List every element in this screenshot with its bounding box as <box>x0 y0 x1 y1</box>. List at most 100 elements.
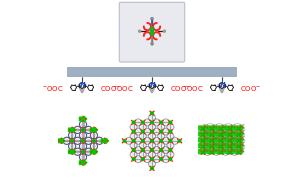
Circle shape <box>237 127 241 131</box>
Circle shape <box>204 125 207 128</box>
Circle shape <box>203 139 205 140</box>
Circle shape <box>75 149 80 154</box>
Circle shape <box>240 127 241 128</box>
Circle shape <box>231 125 235 128</box>
Circle shape <box>168 130 172 134</box>
Circle shape <box>228 130 229 131</box>
Circle shape <box>168 153 172 157</box>
Circle shape <box>228 133 232 137</box>
Circle shape <box>150 134 154 138</box>
FancyArrow shape <box>208 143 216 148</box>
Circle shape <box>149 169 151 171</box>
Circle shape <box>225 151 226 152</box>
Circle shape <box>213 148 214 149</box>
Circle shape <box>237 144 238 146</box>
Circle shape <box>74 129 75 131</box>
Circle shape <box>240 130 241 131</box>
Bar <box>67 67 237 77</box>
Circle shape <box>136 139 140 143</box>
Circle shape <box>136 129 140 134</box>
Circle shape <box>71 148 73 150</box>
Circle shape <box>228 127 229 128</box>
Circle shape <box>141 134 145 138</box>
Circle shape <box>212 145 214 146</box>
Circle shape <box>216 130 217 131</box>
Circle shape <box>145 120 150 125</box>
Circle shape <box>149 133 151 134</box>
Circle shape <box>91 129 92 131</box>
Circle shape <box>104 137 105 139</box>
Circle shape <box>171 123 173 125</box>
Circle shape <box>153 123 155 125</box>
Circle shape <box>153 114 155 116</box>
Circle shape <box>237 153 238 155</box>
Circle shape <box>240 124 241 125</box>
Circle shape <box>132 148 136 152</box>
Circle shape <box>136 157 140 161</box>
FancyArrow shape <box>79 160 87 165</box>
Circle shape <box>145 157 150 161</box>
Circle shape <box>219 139 223 143</box>
Circle shape <box>213 144 214 146</box>
Circle shape <box>131 160 133 162</box>
Circle shape <box>209 142 211 143</box>
Circle shape <box>171 120 173 121</box>
Circle shape <box>206 151 208 152</box>
FancyArrow shape <box>235 143 243 148</box>
Circle shape <box>141 125 145 129</box>
Circle shape <box>219 144 220 146</box>
Circle shape <box>219 148 220 149</box>
Circle shape <box>230 127 232 129</box>
Circle shape <box>210 145 214 148</box>
Circle shape <box>243 124 244 125</box>
Circle shape <box>231 142 235 146</box>
Circle shape <box>138 29 141 33</box>
Circle shape <box>82 116 84 117</box>
Circle shape <box>168 133 169 134</box>
FancyArrow shape <box>226 137 234 143</box>
Circle shape <box>243 145 244 146</box>
Circle shape <box>159 153 163 157</box>
Circle shape <box>222 148 223 149</box>
Circle shape <box>204 142 207 146</box>
Circle shape <box>225 145 226 146</box>
Circle shape <box>204 132 205 134</box>
Circle shape <box>219 133 223 137</box>
Circle shape <box>144 123 146 125</box>
Circle shape <box>144 133 146 134</box>
Circle shape <box>240 148 241 149</box>
Circle shape <box>213 130 216 134</box>
Circle shape <box>230 124 232 125</box>
Circle shape <box>230 151 232 152</box>
Circle shape <box>140 160 142 162</box>
Circle shape <box>93 137 95 139</box>
Circle shape <box>135 151 136 153</box>
Circle shape <box>141 148 145 152</box>
Circle shape <box>80 118 81 120</box>
Circle shape <box>216 139 217 140</box>
FancyArrow shape <box>208 149 216 154</box>
Circle shape <box>240 145 241 146</box>
Circle shape <box>159 143 163 147</box>
Circle shape <box>162 142 164 143</box>
Text: COO$^{-}$: COO$^{-}$ <box>240 84 261 93</box>
Circle shape <box>158 151 160 153</box>
Circle shape <box>122 142 123 143</box>
Circle shape <box>221 130 223 131</box>
FancyArrow shape <box>235 137 243 143</box>
Circle shape <box>135 147 136 149</box>
Circle shape <box>162 156 164 158</box>
Circle shape <box>69 151 70 153</box>
Circle shape <box>225 147 226 149</box>
Circle shape <box>80 140 81 142</box>
FancyArrow shape <box>90 149 98 154</box>
Circle shape <box>200 132 202 134</box>
Circle shape <box>149 111 151 112</box>
Circle shape <box>140 156 142 158</box>
Circle shape <box>80 151 81 153</box>
Circle shape <box>231 130 235 134</box>
Circle shape <box>131 129 133 131</box>
Circle shape <box>204 153 205 155</box>
Circle shape <box>243 136 244 137</box>
FancyArrow shape <box>90 127 98 132</box>
